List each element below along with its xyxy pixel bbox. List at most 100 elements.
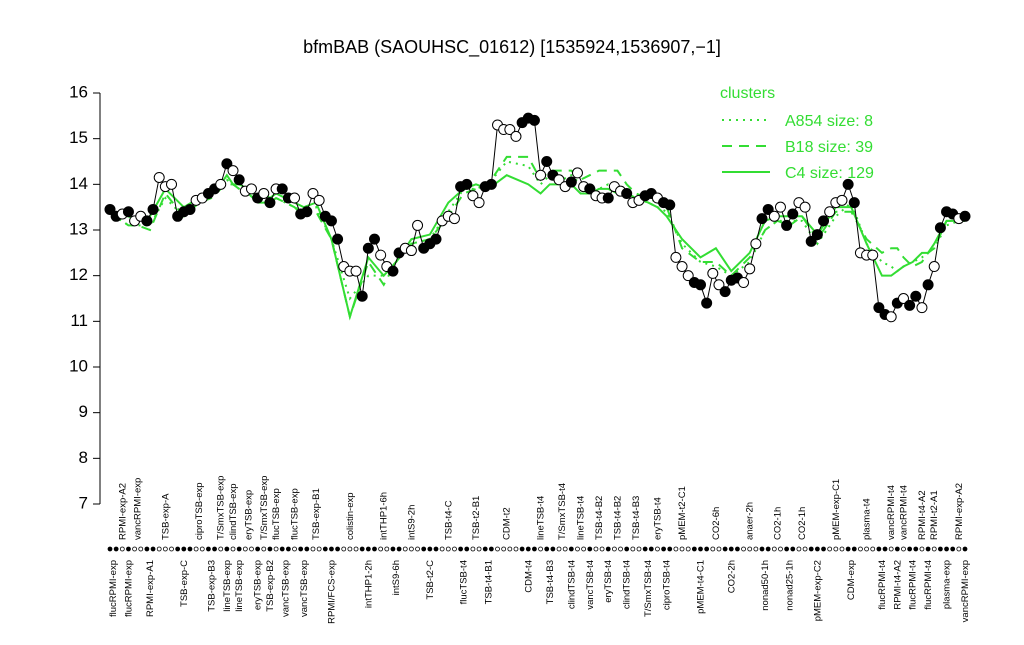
point [787, 208, 799, 220]
rug-mark [870, 546, 876, 552]
rug-mark [488, 546, 494, 552]
rug-mark [347, 546, 353, 552]
rug-mark [944, 546, 949, 552]
rug-mark [396, 546, 402, 552]
point [264, 197, 276, 209]
rug-mark [187, 546, 193, 552]
point [221, 158, 233, 170]
rug-mark [341, 546, 347, 552]
rug-mark [335, 546, 340, 552]
rug-mark [962, 546, 968, 552]
rug-mark [894, 546, 900, 552]
x-tick-label: plasma-t4 [862, 498, 873, 540]
legend-label: C4 size: 129 [785, 165, 874, 182]
x-tick-label: TSB-t4-B2 [612, 496, 623, 540]
x-tick-label: RPMI-exp-A2 [117, 483, 128, 540]
rug-mark [199, 546, 205, 552]
rug-mark [193, 546, 199, 552]
x-tick-label: intS9-2h [406, 505, 417, 540]
rug-mark [544, 546, 550, 552]
rug-mark [735, 546, 740, 552]
rug-mark [261, 546, 267, 552]
x-tick-label: pMEM-exp-C2 [812, 560, 823, 621]
rug-mark [599, 546, 605, 552]
point [307, 187, 319, 199]
x-tick-label: flucRPMI-exp [123, 560, 134, 617]
rug-mark [839, 546, 845, 552]
rug-mark [913, 546, 919, 552]
point [750, 238, 762, 250]
rug-mark [212, 546, 217, 552]
point [811, 229, 823, 241]
point [485, 178, 497, 190]
rug-mark [384, 546, 390, 552]
rug-mark [107, 546, 113, 552]
rug-mark [427, 546, 433, 552]
rug-mark [698, 546, 703, 552]
x-tick-label: T/SmxTSB-t4 [643, 560, 654, 617]
rug-mark [365, 546, 371, 552]
point [227, 165, 239, 177]
point [141, 215, 153, 227]
point [824, 206, 836, 218]
rug-mark [242, 546, 248, 552]
rug-mark [759, 546, 765, 552]
point [602, 192, 614, 204]
point [762, 203, 774, 215]
x-tick-label: flucRPMI-t4 [908, 560, 919, 610]
x-tick-label: flucRPMI-t4 [877, 560, 888, 610]
rug-mark [298, 546, 304, 552]
rug-mark [415, 546, 420, 552]
x-tick-label: anaer-2h [745, 502, 756, 540]
point [682, 270, 694, 282]
point [258, 187, 270, 199]
x-tick-label: clindTSB-t4 [566, 560, 577, 609]
rug-mark [704, 546, 710, 552]
point [885, 311, 897, 323]
rug-mark [753, 546, 759, 552]
point [676, 261, 688, 273]
rug-mark [310, 546, 316, 552]
point [368, 233, 380, 245]
point [565, 176, 577, 188]
rug-mark [532, 546, 537, 552]
point [332, 233, 344, 245]
rug-mark [931, 546, 937, 552]
point [719, 286, 731, 298]
y-tick-label: 16 [69, 82, 88, 101]
rug-mark [821, 546, 826, 552]
rug-mark [439, 546, 445, 552]
point [621, 187, 633, 199]
rug-mark [722, 546, 728, 552]
rug-mark [144, 546, 150, 552]
rug-mark [126, 546, 131, 552]
point [744, 263, 756, 275]
x-tick-label: lineTSB-exp [234, 560, 245, 612]
rug-mark [372, 546, 377, 552]
rug-mark [550, 546, 556, 552]
x-tick-label: T/SmxTSB-exp [259, 476, 270, 540]
rug-mark [679, 546, 685, 552]
point [670, 251, 682, 263]
x-tick-label: TSB-exp-C [179, 560, 190, 607]
point [695, 279, 707, 291]
x-tick-label: flucRPMI-t4 [923, 560, 934, 610]
point [430, 233, 442, 245]
rug-mark [513, 546, 519, 552]
point [842, 178, 854, 190]
point [707, 267, 719, 279]
rug-mark [845, 546, 851, 552]
rug-mark [322, 546, 328, 552]
rug-mark [882, 546, 888, 552]
rug-mark [292, 546, 297, 552]
rug-mark [501, 546, 507, 552]
x-tick-label: vancTSB-exp [280, 560, 291, 617]
rug-mark [445, 546, 451, 552]
rug-mark [864, 546, 869, 552]
rug-mark [667, 546, 673, 552]
x-tick-label: pMEM-t2-C1 [677, 486, 688, 540]
x-tick-label: plasma-exp [942, 560, 953, 609]
x-tick-label: TSB-t4-C [443, 500, 454, 540]
point [233, 174, 245, 186]
